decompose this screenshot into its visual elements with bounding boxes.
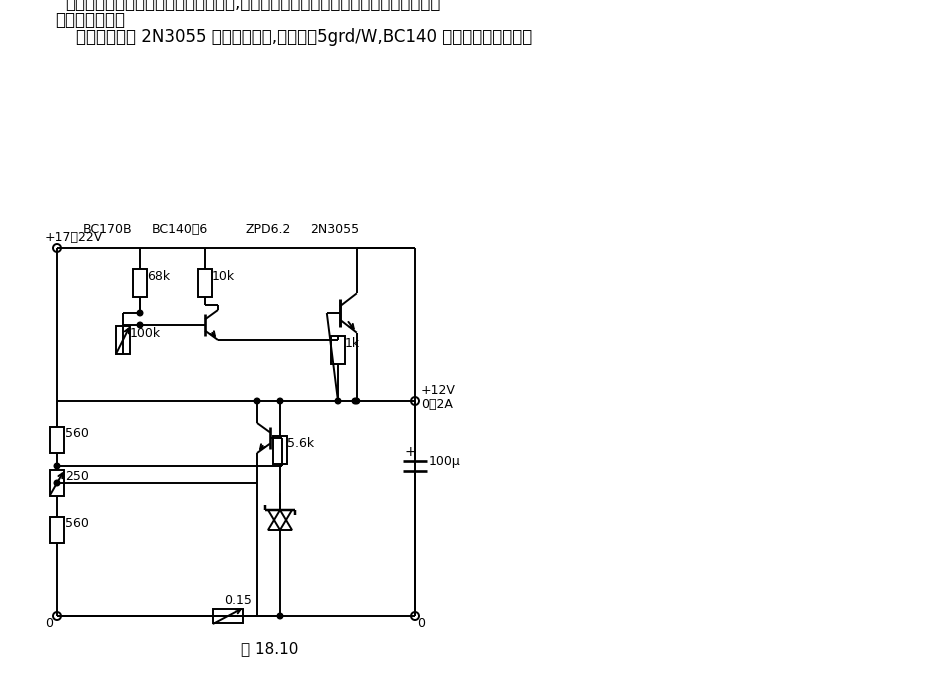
Text: 560: 560 [65,427,89,440]
Text: +12V: +12V [421,384,455,397]
Bar [50,517,64,543]
Bar [116,326,130,354]
Circle shape [137,310,143,315]
Circle shape [277,614,283,619]
Circle shape [53,244,61,252]
Text: 0: 0 [416,617,425,630]
Circle shape [53,612,61,620]
Bar [331,336,345,364]
Text: 100k: 100k [130,327,161,340]
Circle shape [335,398,340,404]
Circle shape [137,322,143,328]
Bar [133,269,146,297]
Text: +17～22V: +17～22V [44,231,103,244]
Text: 在输出晶体管 2N3055 上装有散热板,其热阻＜5grd/W,BC140 也必须安装散热器。: 在输出晶体管 2N3055 上装有散热板,其热阻＜5grd/W,BC140 也必… [55,28,532,46]
Text: 0: 0 [44,617,53,630]
Text: BC140－6: BC140－6 [152,223,208,236]
Text: 250: 250 [65,470,89,483]
Circle shape [54,480,59,486]
Circle shape [411,397,419,405]
Circle shape [352,398,358,404]
Text: 该电路将给定值与实际值电压之差放大,放大系数可以调节。它有较高的稳压系数和较: 该电路将给定值与实际值电压之差放大,放大系数可以调节。它有较高的稳压系数和较 [65,0,440,12]
Text: 560: 560 [65,517,89,530]
Text: 1k: 1k [345,337,360,350]
Text: 0.15: 0.15 [223,594,251,607]
Text: 68k: 68k [146,270,170,283]
Bar [213,609,243,623]
Text: 0～2A: 0～2A [421,398,452,411]
Bar [50,470,64,496]
Bar [50,427,64,453]
Text: 2N3055: 2N3055 [310,223,359,236]
Bar [273,436,286,464]
Text: +: + [404,445,416,459]
Circle shape [54,463,59,469]
Text: 10k: 10k [211,270,235,283]
Text: BC170B: BC170B [83,223,133,236]
Text: 图 18.10: 图 18.10 [241,641,298,656]
Circle shape [277,398,283,404]
Text: 小的输出电阻。: 小的输出电阻。 [55,11,125,29]
Text: 5.6k: 5.6k [286,437,313,450]
Text: ZPD6.2: ZPD6.2 [246,223,291,236]
Circle shape [254,398,260,404]
Circle shape [353,398,360,404]
Circle shape [411,612,419,620]
Bar [197,269,211,297]
Text: 100μ: 100μ [428,455,460,468]
